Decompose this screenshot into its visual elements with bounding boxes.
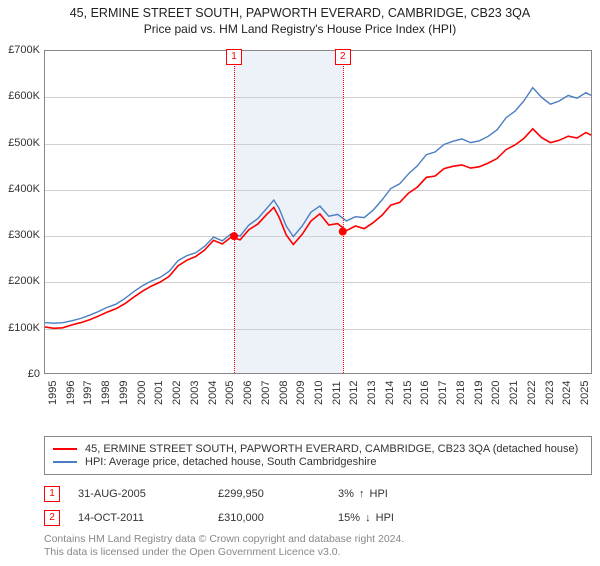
sale-price: £310,000 bbox=[218, 512, 338, 524]
legend-label-hpi: HPI: Average price, detached house, Sout… bbox=[85, 456, 376, 468]
plot-area: 12 bbox=[44, 50, 592, 374]
x-tick-label: 2008 bbox=[278, 381, 290, 405]
sale-row: 1 31-AUG-2005 £299,950 3% ↑ HPI bbox=[44, 486, 592, 502]
x-tick-label: 1995 bbox=[47, 381, 59, 405]
price-chart: 12 £0£100K£200K£300K£400K£500K£600K£700K… bbox=[44, 50, 592, 406]
sale-row: 2 14-OCT-2011 £310,000 15% ↓ HPI bbox=[44, 510, 592, 526]
y-tick-label: £500K bbox=[8, 137, 40, 149]
sale-badge: 1 bbox=[44, 486, 60, 502]
x-tick-label: 2007 bbox=[260, 381, 272, 405]
series-hpi bbox=[45, 88, 591, 324]
sale-date: 31-AUG-2005 bbox=[78, 488, 218, 500]
sales-rows: 1 31-AUG-2005 £299,950 3% ↑ HPI 2 14-OCT… bbox=[44, 478, 592, 526]
sale-badge: 2 bbox=[44, 510, 60, 526]
x-tick-label: 2001 bbox=[153, 381, 165, 405]
y-tick-label: £400K bbox=[8, 183, 40, 195]
y-tick-label: £200K bbox=[8, 275, 40, 287]
x-tick-label: 2009 bbox=[295, 381, 307, 405]
x-tick-label: 2013 bbox=[366, 381, 378, 405]
event-badge: 2 bbox=[335, 49, 351, 65]
x-tick-label: 2006 bbox=[242, 381, 254, 405]
footer: Contains HM Land Registry data © Crown c… bbox=[44, 533, 404, 560]
x-tick-label: 2000 bbox=[136, 381, 148, 405]
x-tick-label: 1996 bbox=[65, 381, 77, 405]
x-tick-label: 2023 bbox=[544, 381, 556, 405]
y-tick-label: £700K bbox=[8, 44, 40, 56]
x-tick-label: 2012 bbox=[348, 381, 360, 405]
x-tick-label: 2011 bbox=[331, 381, 343, 405]
x-tick-label: 1997 bbox=[82, 381, 94, 405]
x-tick-label: 2016 bbox=[419, 381, 431, 405]
x-tick-label: 2005 bbox=[224, 381, 236, 405]
page-subtitle: Price paid vs. HM Land Registry's House … bbox=[0, 22, 600, 36]
x-tick-label: 2025 bbox=[579, 381, 591, 405]
sale-hpi: 15% ↓ HPI bbox=[338, 512, 592, 524]
x-tick-label: 2004 bbox=[207, 381, 219, 405]
y-tick-label: £0 bbox=[28, 368, 40, 380]
legend: 45, ERMINE STREET SOUTH, PAPWORTH EVERAR… bbox=[44, 436, 592, 475]
legend-label-property: 45, ERMINE STREET SOUTH, PAPWORTH EVERAR… bbox=[85, 443, 578, 455]
x-tick-label: 2002 bbox=[171, 381, 183, 405]
x-tick-label: 1999 bbox=[118, 381, 130, 405]
x-tick-label: 2024 bbox=[561, 381, 573, 405]
event-line bbox=[343, 51, 344, 373]
footer-line1: Contains HM Land Registry data © Crown c… bbox=[44, 533, 404, 547]
y-tick-label: £600K bbox=[8, 90, 40, 102]
legend-item-hpi: HPI: Average price, detached house, Sout… bbox=[53, 456, 583, 468]
x-tick-label: 2015 bbox=[402, 381, 414, 405]
y-tick-label: £100K bbox=[8, 322, 40, 334]
x-tick-label: 2010 bbox=[313, 381, 325, 405]
x-tick-label: 2019 bbox=[473, 381, 485, 405]
x-tick-label: 2021 bbox=[508, 381, 520, 405]
arrow-up-icon: ↑ bbox=[359, 488, 365, 500]
legend-swatch-hpi bbox=[53, 461, 77, 463]
x-tick-label: 2018 bbox=[455, 381, 467, 405]
x-tick-label: 2017 bbox=[437, 381, 449, 405]
chart-lines bbox=[45, 51, 593, 375]
legend-item-property: 45, ERMINE STREET SOUTH, PAPWORTH EVERAR… bbox=[53, 443, 583, 455]
x-tick-label: 2003 bbox=[189, 381, 201, 405]
x-tick-label: 1998 bbox=[100, 381, 112, 405]
x-tick-label: 2022 bbox=[526, 381, 538, 405]
footer-line2: This data is licensed under the Open Gov… bbox=[44, 546, 404, 560]
event-badge: 1 bbox=[226, 49, 242, 65]
sale-hpi: 3% ↑ HPI bbox=[338, 488, 592, 500]
arrow-down-icon: ↓ bbox=[365, 512, 371, 524]
y-tick-label: £300K bbox=[8, 229, 40, 241]
page-title: 45, ERMINE STREET SOUTH, PAPWORTH EVERAR… bbox=[0, 6, 600, 20]
sale-price: £299,950 bbox=[218, 488, 338, 500]
series-property bbox=[45, 129, 591, 328]
event-line bbox=[234, 51, 235, 373]
x-tick-label: 2014 bbox=[384, 381, 396, 405]
legend-swatch-property bbox=[53, 448, 77, 450]
x-tick-label: 2020 bbox=[490, 381, 502, 405]
sale-date: 14-OCT-2011 bbox=[78, 512, 218, 524]
